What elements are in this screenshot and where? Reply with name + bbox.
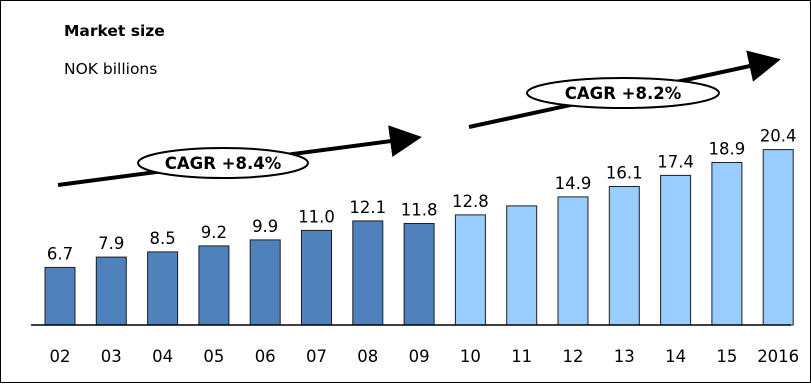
category-label-08: 08 <box>357 347 378 366</box>
bar-10 <box>454 214 486 326</box>
value-label-08: 12.1 <box>349 198 386 217</box>
cagr-ellipse-historical <box>137 147 309 179</box>
bar-05 <box>198 245 230 326</box>
category-label-11: 11 <box>511 347 532 366</box>
bar-12 <box>557 196 589 326</box>
category-label-02: 02 <box>50 347 71 366</box>
bar-08 <box>352 220 384 326</box>
category-label-2016: 2016 <box>757 347 799 366</box>
value-label-15: 18.9 <box>709 140 746 159</box>
value-label-04: 8.5 <box>149 229 175 248</box>
category-label-06: 06 <box>255 347 276 366</box>
value-label-14: 17.4 <box>657 152 694 171</box>
cagr-label-forecast: CAGR +8.2% <box>565 84 682 103</box>
category-labels-layer: 02 03 04 05 06 07 08 09 10 11 12 13 14 15 2016 <box>50 347 800 366</box>
category-label-09: 09 <box>409 347 430 366</box>
bar-2016 <box>762 149 794 326</box>
bar-03 <box>95 256 127 326</box>
category-label-03: 03 <box>101 347 122 366</box>
category-label-15: 15 <box>716 347 737 366</box>
value-label-13: 16.1 <box>606 164 643 183</box>
value-label-05: 9.2 <box>201 223 227 242</box>
category-label-04: 04 <box>152 347 173 366</box>
value-label-02: 6.7 <box>47 244 73 263</box>
bar-04 <box>147 251 179 326</box>
bar-14 <box>660 174 692 326</box>
category-label-10: 10 <box>460 347 481 366</box>
cagr-ellipse-forecast <box>526 77 720 109</box>
bar-09 <box>403 223 435 326</box>
value-label-10: 12.8 <box>452 192 489 211</box>
category-label-07: 07 <box>306 347 327 366</box>
cagr-label-historical: CAGR +8.4% <box>165 154 282 173</box>
value-label-07: 11.0 <box>298 207 335 226</box>
bar-07 <box>301 229 332 326</box>
category-label-05: 05 <box>203 347 224 366</box>
bars-layer <box>44 149 794 326</box>
bar-06 <box>249 239 281 326</box>
value-label-12: 14.9 <box>555 174 592 193</box>
value-labels-layer: 6.7 7.9 8.5 9.2 9.9 11.0 12.1 11.8 12.8 14.9 16.1 1… <box>47 127 797 264</box>
bar-02 <box>44 266 76 326</box>
bar-11 <box>506 205 538 326</box>
value-label-06: 9.9 <box>252 217 278 236</box>
value-label-09: 11.8 <box>401 201 438 220</box>
bar-13 <box>608 186 640 326</box>
category-label-12: 12 <box>563 347 584 366</box>
category-label-14: 14 <box>665 347 686 366</box>
chart-title: Market size <box>64 22 165 40</box>
value-label-2016: 20.4 <box>760 127 797 146</box>
category-label-13: 13 <box>614 347 635 366</box>
value-label-03: 7.9 <box>98 234 124 253</box>
bar-15 <box>711 162 743 326</box>
chart-subtitle: NOK billions <box>64 60 158 78</box>
